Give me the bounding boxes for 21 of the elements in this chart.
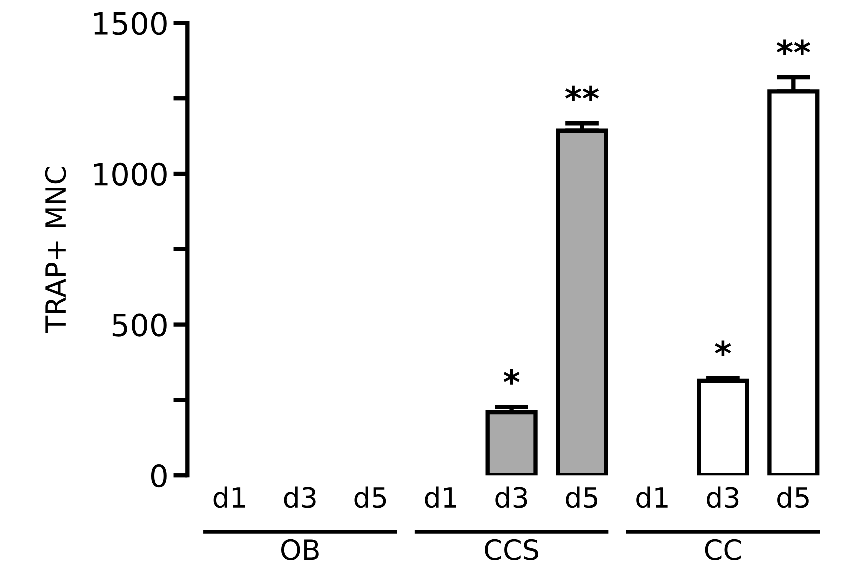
x-tick-label: d3 <box>496 486 528 508</box>
x-tick-label: d5 <box>778 486 809 508</box>
y-tick-label: 1500 <box>94 12 167 36</box>
y-axis-title: TRAP+ MNC <box>45 167 66 334</box>
data-label: ** <box>566 86 600 102</box>
y-tick-label: 500 <box>112 314 167 337</box>
x-tick-label: d1 <box>636 486 668 508</box>
x-tick-label: d3 <box>707 486 739 508</box>
data-label: ** <box>776 40 810 56</box>
x-tick-label: d5 <box>566 486 598 508</box>
text: CCS <box>485 539 538 560</box>
y-tick-label: 0 <box>151 464 167 488</box>
data-label: * <box>504 369 520 385</box>
x-tick-label: d3 <box>284 486 316 508</box>
data-label: * <box>715 340 732 356</box>
x-tick-label: d1 <box>425 486 456 508</box>
text: OB <box>282 539 319 560</box>
x-tick-label: d1 <box>214 486 246 508</box>
x-tick-label: d5 <box>354 486 386 508</box>
y-tick-label: 1000 <box>94 162 167 186</box>
text: CC <box>705 539 742 560</box>
